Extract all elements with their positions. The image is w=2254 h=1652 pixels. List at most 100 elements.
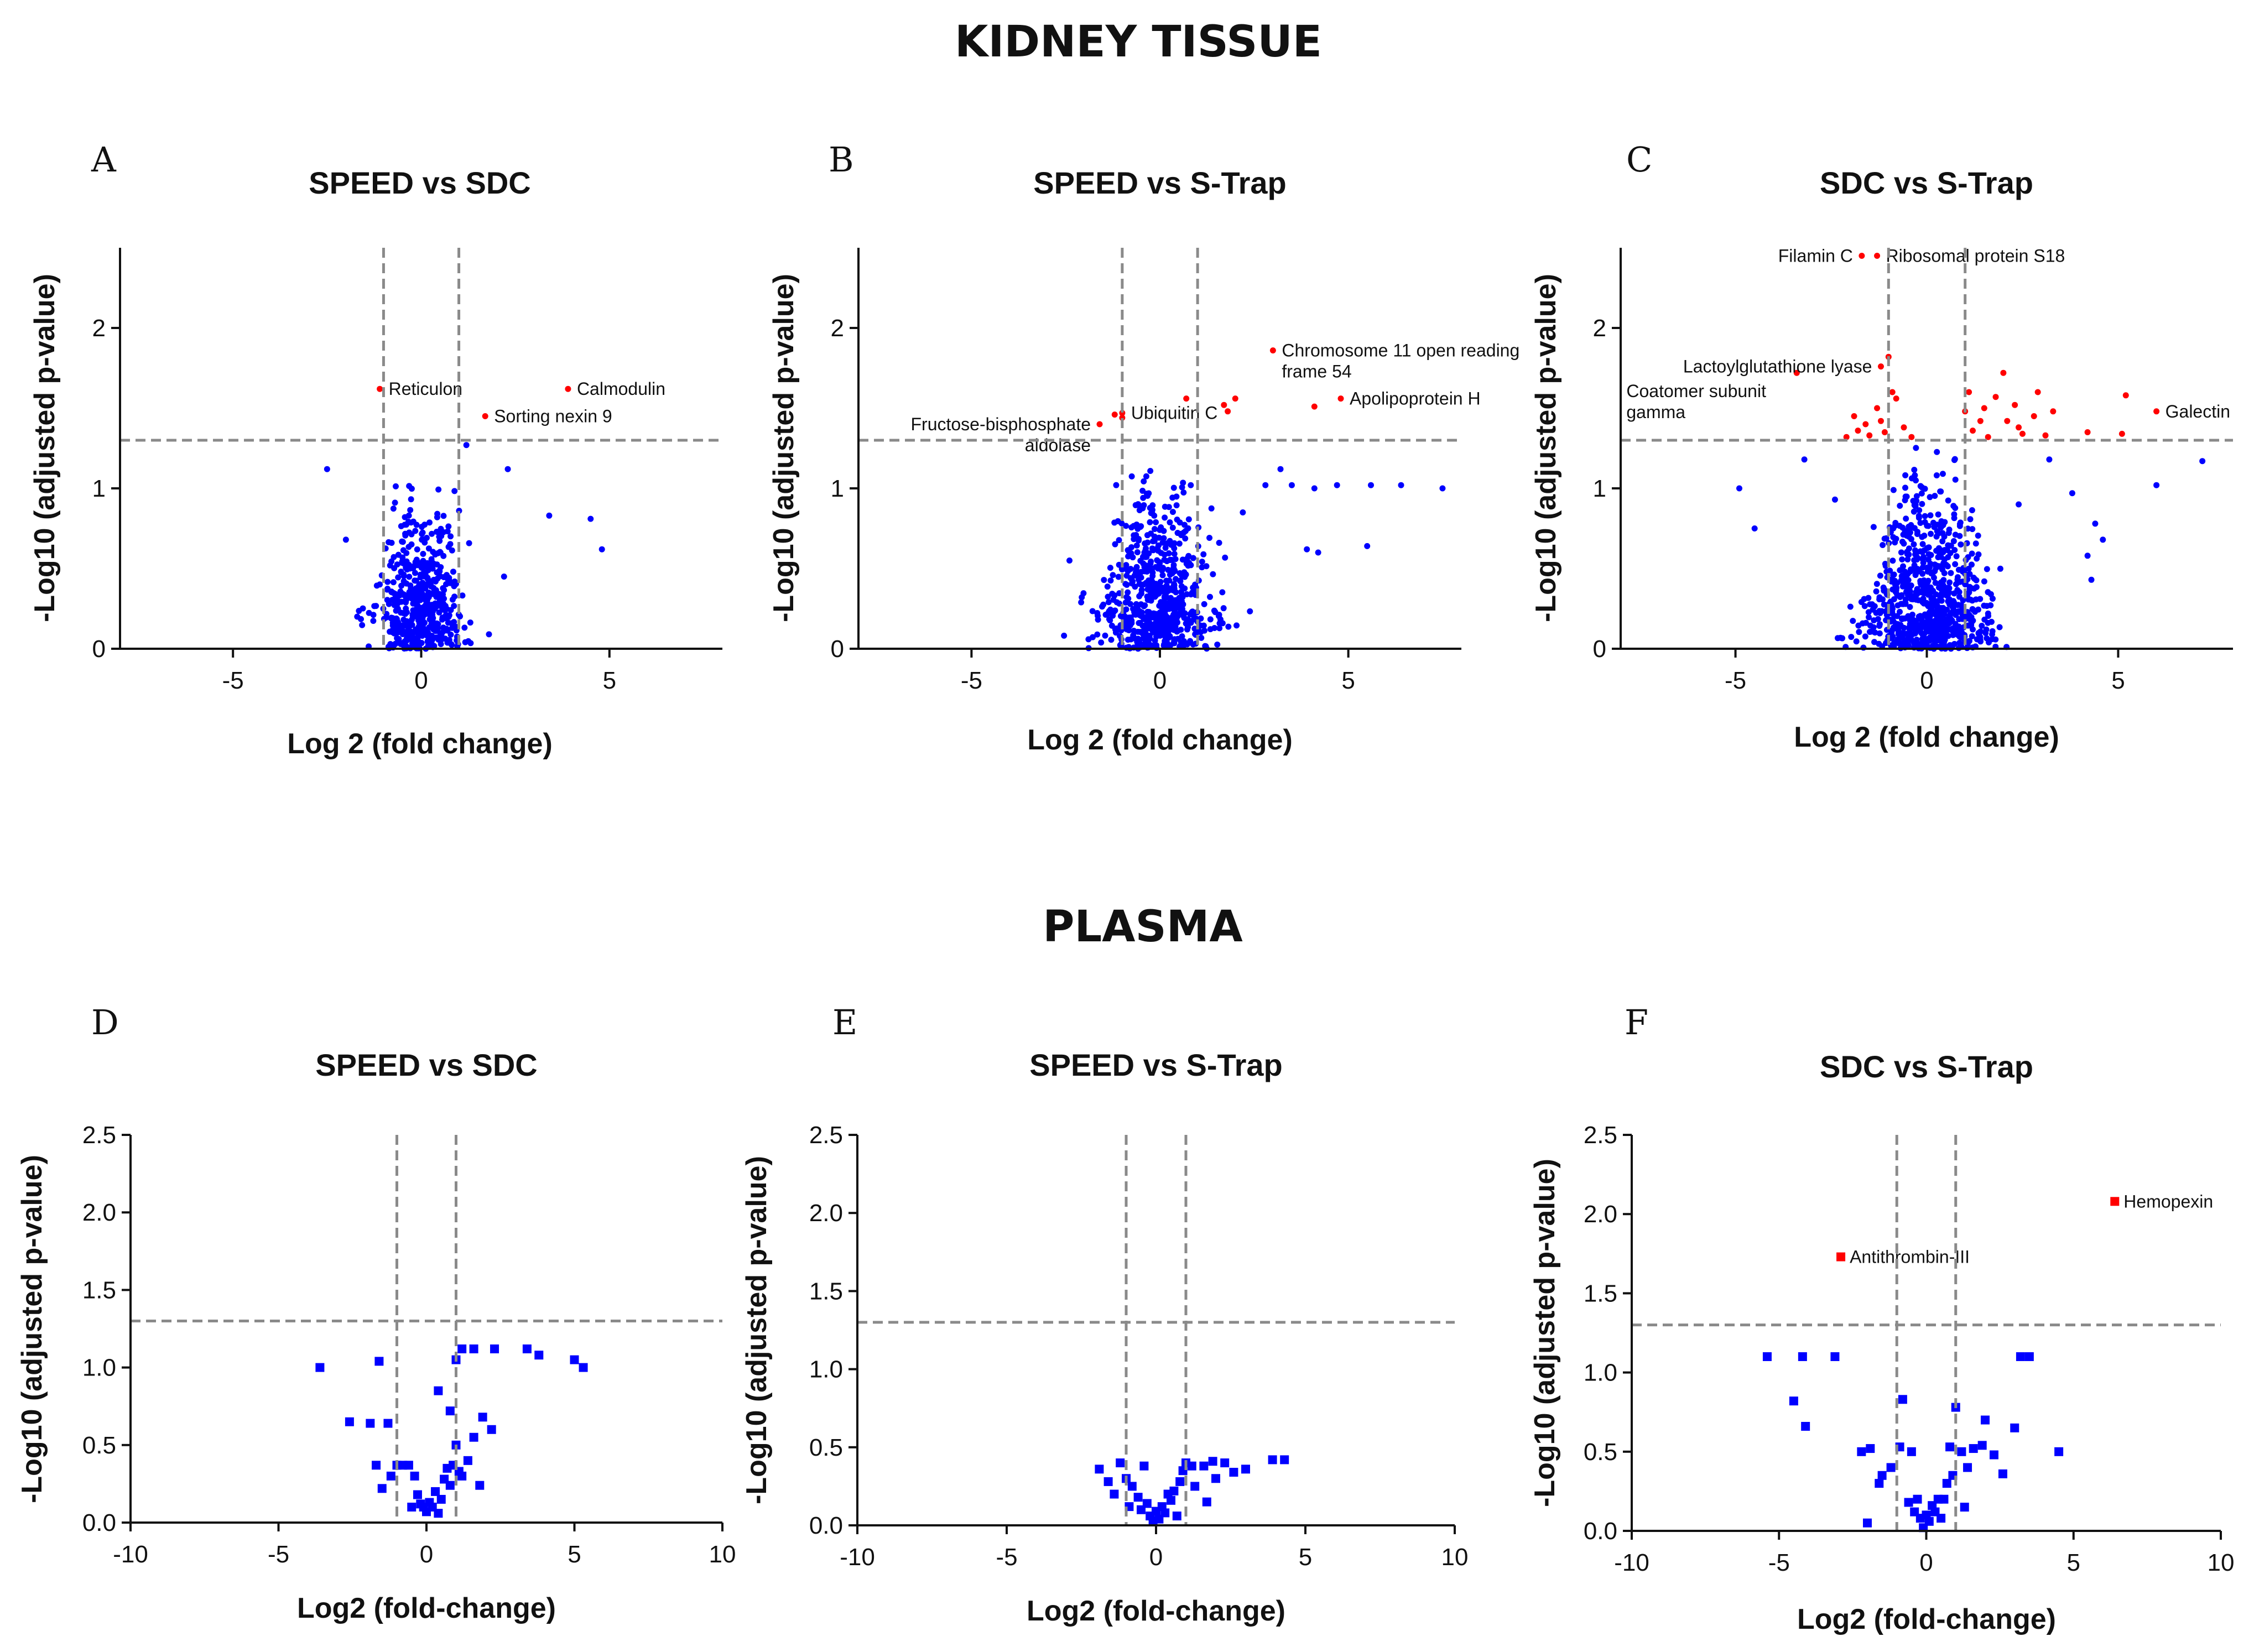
- data-point: [1916, 623, 1923, 629]
- data-point: [1089, 634, 1096, 640]
- data-point: [1180, 638, 1187, 644]
- data-point: [448, 620, 455, 627]
- data-point: [1183, 571, 1189, 578]
- data-point: [370, 618, 377, 624]
- x-tick-label: -10: [113, 1541, 148, 1568]
- data-point: [1938, 518, 1945, 524]
- data-point: [1895, 625, 1902, 632]
- data-point: [1867, 622, 1873, 629]
- data-point: [1162, 514, 1168, 521]
- significant-point: [1862, 421, 1869, 428]
- data-point: [1996, 624, 2003, 630]
- data-point: [1950, 538, 1957, 544]
- y-tick-label: 1.0: [82, 1354, 116, 1382]
- y-tick-label: 2.5: [809, 1122, 843, 1149]
- data-point: [1904, 549, 1911, 555]
- x-tick-label: 5: [568, 1541, 581, 1568]
- data-point: [1311, 485, 1318, 492]
- data-point: [1908, 522, 1914, 528]
- data-point: [1958, 541, 1964, 548]
- data-point: [1216, 625, 1223, 632]
- data-point: [1146, 490, 1152, 497]
- chart-title: SDC vs S-Trap: [1820, 1049, 2033, 1084]
- data-point: [501, 574, 507, 580]
- data-point: [1963, 1463, 1972, 1472]
- data-point: [366, 1419, 375, 1428]
- data-point: [1981, 1415, 1990, 1425]
- data-point: [1941, 623, 1948, 630]
- data-point: [1315, 549, 1321, 556]
- data-point: [579, 1363, 588, 1372]
- data-point: [403, 635, 410, 642]
- data-point: [1924, 1516, 1934, 1526]
- data-point: [419, 530, 425, 537]
- data-point: [1136, 593, 1143, 600]
- data-point: [1927, 560, 1934, 567]
- data-point: [1179, 484, 1185, 491]
- data-point: [1141, 502, 1147, 509]
- chart-title: SPEED vs SDC: [315, 1048, 538, 1082]
- data-point: [1944, 592, 1950, 599]
- data-point: [1899, 524, 1906, 531]
- data-point: [1185, 516, 1192, 523]
- data-point: [1920, 596, 1927, 602]
- data-point: [1169, 613, 1176, 620]
- data-point: [450, 569, 456, 575]
- data-point: [1172, 1512, 1181, 1521]
- data-point: [1398, 482, 1404, 488]
- data-point: [1172, 556, 1179, 562]
- data-point: [1952, 505, 1959, 512]
- data-point: [2046, 456, 2053, 463]
- data-point: [1954, 587, 1961, 593]
- data-point: [1133, 521, 1140, 528]
- y-tick-label: 0.0: [809, 1512, 843, 1539]
- data-point: [1928, 595, 1935, 602]
- data-point: [1107, 565, 1113, 571]
- data-point: [1123, 572, 1130, 579]
- data-point: [1089, 608, 1096, 614]
- data-point: [437, 549, 444, 556]
- data-point: [1907, 603, 1913, 610]
- data-point: [415, 638, 421, 644]
- data-point: [1899, 583, 1906, 590]
- data-point: [1968, 561, 1975, 568]
- data-point: [1945, 598, 1951, 605]
- data-point: [1918, 490, 1925, 497]
- data-point: [1932, 493, 1938, 499]
- significant-point: [482, 413, 488, 419]
- data-point: [1132, 502, 1139, 508]
- data-point: [1972, 540, 1979, 547]
- data-point: [1147, 504, 1153, 511]
- data-point: [1890, 487, 1897, 493]
- data-point: [1968, 622, 1975, 629]
- significant-point: [1893, 395, 1899, 402]
- y-tick-label: 1.5: [809, 1278, 843, 1305]
- data-point: [1187, 1461, 1196, 1471]
- data-point: [1138, 574, 1144, 581]
- data-point: [444, 528, 451, 535]
- data-point: [1165, 600, 1172, 607]
- data-point: [1148, 558, 1154, 565]
- panel-d: D SPEED vs SDC Log2 (fold-change) -Log10 (a…: [16, 1002, 736, 1624]
- data-point: [446, 577, 452, 584]
- data-point: [1116, 537, 1122, 544]
- data-point: [1220, 1458, 1230, 1468]
- data-point: [372, 1461, 381, 1470]
- data-point: [1174, 602, 1181, 609]
- data-point: [1167, 642, 1174, 649]
- panel-letter: D: [91, 1002, 119, 1043]
- data-point: [1934, 547, 1941, 554]
- data-point: [1896, 635, 1903, 642]
- data-point: [1956, 593, 1963, 600]
- data-point: [1173, 493, 1180, 500]
- data-point: [1970, 575, 1977, 581]
- data-point: [429, 530, 435, 537]
- data-point: [1166, 577, 1173, 584]
- significant-point: [1111, 411, 1118, 418]
- data-point: [462, 639, 469, 645]
- x-tick-label: 0: [420, 1541, 433, 1568]
- data-point: [1934, 612, 1940, 618]
- data-point: [1913, 596, 1919, 603]
- data-point: [570, 1355, 579, 1364]
- data-point: [1149, 569, 1156, 576]
